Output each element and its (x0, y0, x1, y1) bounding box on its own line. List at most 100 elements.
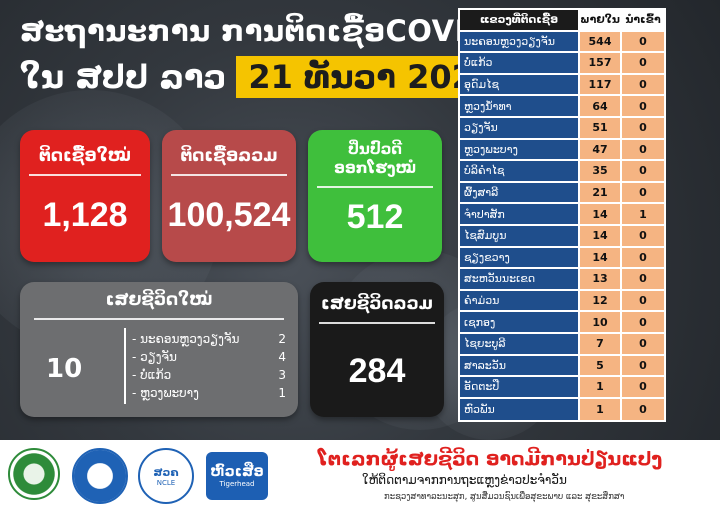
table-row: ອຸດົມໄຊ 117 0 (460, 74, 664, 97)
footer: ສວຄ NCLE ຫົວເສືອ Tigerhead ໂຕເລກຜູ້ເສຍຊີ… (0, 440, 720, 509)
table-row: ຫຼວງພະບາງ 47 0 (460, 139, 664, 162)
death-province: - ວຽງຈັນ (132, 350, 177, 364)
new-cases-value: 1,128 (42, 196, 128, 234)
imported-count: 1 (622, 204, 664, 224)
death-count: 1 (278, 386, 286, 400)
table-row: ນະຄອນຫຼວງວຽງຈັນ 544 0 (460, 31, 664, 54)
imported-count: 0 (622, 117, 664, 138)
page-title: ສະຖານະການ ການຕິດເຊື້ອCOVID-19 (20, 14, 545, 48)
death-province: - ບໍ່ແກ້ວ (132, 368, 172, 382)
table-header: ແຂວງທີ່ຕິດເຊື້ອ ພາຍໃນ ນຳເຂົ້າ (460, 10, 664, 32)
table-row: ບໍລິຄຳໄຊ 35 0 (460, 161, 664, 183)
imported-count: 0 (622, 398, 664, 421)
table-row: ບໍ່ແກ້ວ 157 0 (460, 53, 664, 75)
province-name: ຫົວພັນ (460, 398, 578, 421)
table-row: ຫຼວງນ້ຳທາ 64 0 (460, 96, 664, 118)
province-name: ເຊກອງ (460, 312, 578, 332)
local-count: 14 (580, 247, 620, 268)
table-row: ສາລະວັນ 5 0 (460, 355, 664, 378)
new-deaths-breakdown: - ນະຄອນຫຼວງວຽງຈັນ 2 - ວຽງຈັນ 4 - ບໍ່ແກ້ວ 3 … (132, 330, 286, 402)
ncle-logo: ສວຄ NCLE (138, 448, 194, 504)
death-count: 4 (278, 350, 286, 364)
province-table: ແຂວງທີ່ຕິດເຊື້ອ ພາຍໃນ ນຳເຂົ້າ ນະຄອນຫຼວງວ… (458, 8, 666, 423)
new-deaths-value: 10 (46, 354, 83, 384)
imported-count: 0 (622, 161, 664, 181)
local-count: 35 (580, 161, 620, 181)
province-name: ອັດຕະປື (460, 377, 578, 397)
local-count: 1 (580, 398, 620, 421)
province-name: ໄຊຍະບູລີ (460, 333, 578, 354)
new-deaths-card: ເສຍຊີວິດໃໝ່ 10 - ນະຄອນຫຼວງວຽງຈັນ 2 - ວຽງຈ… (20, 282, 298, 417)
imported-count: 0 (622, 225, 664, 246)
local-count: 544 (580, 31, 620, 52)
province-name: ນະຄອນຫຼວງວຽງຈັນ (460, 31, 578, 52)
local-count: 51 (580, 117, 620, 138)
column-header: ແຂວງທີ່ຕິດເຊື້ອ (460, 10, 578, 30)
ncle-logo-text: ສວຄ (153, 465, 179, 479)
table-row: ໄຊຍະບູລີ 7 0 (460, 333, 664, 356)
death-province: - ນະຄອນຫຼວງວຽງຈັນ (132, 332, 240, 346)
local-count: 47 (580, 139, 620, 160)
province-name: ອຸດົມໄຊ (460, 74, 578, 95)
local-count: 117 (580, 74, 620, 95)
local-count: 157 (580, 53, 620, 73)
table-row: ວຽງຈັນ 51 0 (460, 117, 664, 140)
tigerhead-logo-sub: Tigerhead (219, 480, 255, 488)
country-label: ໃນ ສປປ ລາວ (20, 58, 227, 96)
province-name: ສະຫວັນນະເຂດ (460, 269, 578, 289)
table-row: ສະຫວັນນະເຂດ 13 0 (460, 269, 664, 291)
province-name: ຫຼວງພະບາງ (460, 139, 578, 160)
table-row: ຊຽງຂວາງ 14 0 (460, 247, 664, 270)
imported-count: 0 (622, 182, 664, 203)
health-center-logo (72, 448, 128, 504)
death-count: 3 (278, 368, 286, 382)
new-cases-card: ຕິດເຊື້ອໃໝ່ 1,128 (20, 130, 150, 262)
table-row: ເຊກອງ 10 0 (460, 312, 664, 334)
table-row: ອັດຕະປື 1 0 (460, 377, 664, 399)
total-cases-value: 100,524 (167, 196, 291, 234)
list-item: - ບໍ່ແກ້ວ 3 (132, 366, 286, 384)
recovered-label-line1: ປິ່ນປົວດີ (347, 140, 403, 158)
province-name: ວຽງຈັນ (460, 117, 578, 138)
page-subtitle: ໃນ ສປປ ລາວ 21 ທັນວາ 2021 (20, 56, 509, 98)
imported-count: 0 (622, 31, 664, 52)
local-count: 7 (580, 333, 620, 354)
imported-count: 0 (622, 290, 664, 311)
table-row: ຄຳມ່ວນ 12 0 (460, 290, 664, 313)
province-name: ຫຼວງນ້ຳທາ (460, 96, 578, 116)
imported-count: 0 (622, 269, 664, 289)
local-count: 12 (580, 290, 620, 311)
recovered-label-line2: ອອກໂຮງໝໍ (333, 159, 417, 177)
total-deaths-card: ເສຍຊີວິດລວມ 284 (310, 282, 444, 417)
column-header: ພາຍໃນ (580, 10, 620, 30)
recovered-card: ປິ່ນປົວດີ ອອກໂຮງໝໍ 512 (308, 130, 442, 262)
ncle-logo-sub: NCLE (156, 478, 176, 487)
total-cases-card: ຕິດເຊື້ອລວມ 100,524 (162, 130, 296, 262)
imported-count: 0 (622, 377, 664, 397)
ministry-logo (8, 448, 60, 500)
credit-text: ກະຊວງສາທາລະນະສຸກ, ສູນສື່ມວນຊົນເພື່ອສຸຂະພ… (384, 492, 625, 502)
local-count: 64 (580, 96, 620, 116)
table-row: ໄຊສົມບູນ 14 0 (460, 225, 664, 248)
total-deaths-label: ເສຍຊີວິດລວມ (321, 294, 433, 314)
table-row: ຈຳປາສັກ 14 1 (460, 204, 664, 226)
death-count: 2 (278, 332, 286, 346)
imported-count: 0 (622, 355, 664, 376)
local-count: 1 (580, 377, 620, 397)
recovered-value: 512 (346, 198, 404, 236)
imported-count: 0 (622, 96, 664, 116)
local-count: 5 (580, 355, 620, 376)
local-count: 14 (580, 204, 620, 224)
local-count: 21 (580, 182, 620, 203)
imported-count: 0 (622, 247, 664, 268)
imported-count: 0 (622, 53, 664, 73)
province-name: ຄຳມ່ວນ (460, 290, 578, 311)
local-count: 10 (580, 312, 620, 332)
list-item: - ວຽງຈັນ 4 (132, 348, 286, 366)
imported-count: 0 (622, 74, 664, 95)
province-name: ບໍ່ແກ້ວ (460, 53, 578, 73)
list-item: - ນະຄອນຫຼວງວຽງຈັນ 2 (132, 330, 286, 348)
province-name: ຈຳປາສັກ (460, 204, 578, 224)
province-name: ຊຽງຂວາງ (460, 247, 578, 268)
imported-count: 0 (622, 333, 664, 354)
